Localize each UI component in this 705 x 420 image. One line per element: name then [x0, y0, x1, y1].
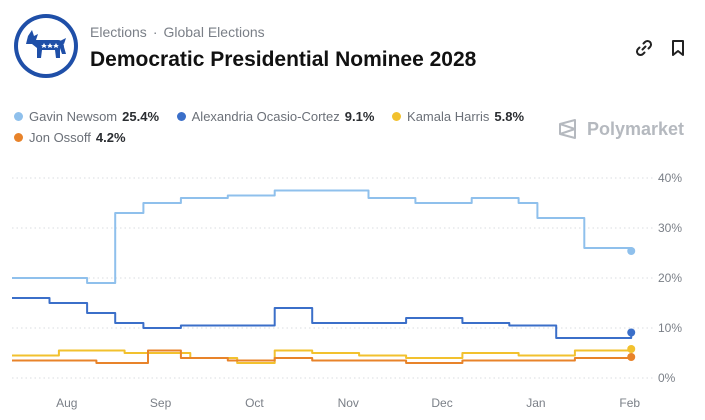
chart-series — [12, 189, 636, 364]
y-tick-label: 40% — [658, 171, 682, 185]
x-tick-label: Sep — [150, 396, 172, 410]
legend-dot-icon — [392, 112, 402, 121]
series-end-point — [627, 353, 636, 361]
page-title: Democratic Presidential Nominee 2028 — [90, 48, 477, 71]
legend-name: Kamala Harris — [407, 109, 490, 124]
legend-name: Alexandria Ocasio-Cortez — [191, 109, 340, 124]
legend-value: 4.2% — [95, 130, 126, 145]
polymarket-brand: Polymarket — [557, 118, 684, 140]
legend-value: 5.8% — [494, 109, 525, 124]
x-axis-ticks: Aug Sep Oct Nov Dec Jan Feb — [56, 396, 640, 410]
legend-item-newsom[interactable]: Gavin Newsom 25.4% — [14, 106, 159, 127]
chart-legend: Gavin Newsom 25.4% Alexandria Ocasio-Cor… — [14, 106, 554, 148]
legend-dot-icon — [14, 112, 23, 121]
breadcrumb-separator: · — [152, 24, 158, 40]
breadcrumb: Elections · Global Elections — [90, 24, 265, 40]
legend-value: 25.4% — [122, 109, 160, 124]
legend-value: 9.1% — [344, 109, 375, 124]
series-end-point — [627, 247, 636, 255]
y-tick-label: 20% — [658, 271, 682, 285]
legend-dot-icon — [14, 133, 23, 142]
y-axis-ticks: 0% 10% 20% 30% 40% — [658, 171, 682, 385]
brand-name: Polymarket — [587, 118, 685, 139]
series-end-point — [627, 328, 636, 337]
x-tick-label: Nov — [338, 396, 359, 410]
breadcrumb-elections[interactable]: Elections — [90, 24, 147, 40]
x-tick-label: Dec — [431, 396, 452, 410]
legend-item-ossoff[interactable]: Jon Ossoff 4.2% — [14, 127, 126, 148]
legend-item-ocasio-cortez[interactable]: Alexandria Ocasio-Cortez 9.1% — [176, 106, 375, 127]
chart-grid — [12, 177, 654, 379]
x-tick-label: Oct — [245, 396, 264, 410]
series-line-0 — [12, 189, 633, 284]
series-line-2 — [12, 349, 633, 364]
series-end-point — [627, 345, 636, 353]
breadcrumb-global-elections[interactable]: Global Elections — [163, 24, 265, 40]
legend-item-harris[interactable]: Kamala Harris 5.8% — [392, 106, 524, 127]
link-icon[interactable] — [634, 38, 654, 58]
legend-name: Gavin Newsom — [29, 109, 118, 124]
series-line-3 — [12, 349, 633, 364]
y-tick-label: 0% — [658, 371, 676, 385]
polymarket-logo-icon — [559, 119, 576, 139]
donkey-logo-icon — [14, 14, 78, 78]
bookmark-icon[interactable] — [668, 38, 688, 58]
y-tick-label: 30% — [658, 221, 682, 235]
x-tick-label: Feb — [619, 396, 640, 410]
x-tick-label: Aug — [56, 396, 77, 410]
legend-dot-icon — [176, 112, 186, 121]
x-tick-label: Jan — [526, 396, 545, 410]
series-line-1 — [12, 297, 633, 339]
line-chart: 0% 10% 20% 30% 40% Aug Sep Oct Nov Dec Jan Feb — [12, 171, 682, 410]
y-tick-label: 10% — [658, 321, 682, 335]
legend-name: Jon Ossoff — [29, 130, 91, 145]
